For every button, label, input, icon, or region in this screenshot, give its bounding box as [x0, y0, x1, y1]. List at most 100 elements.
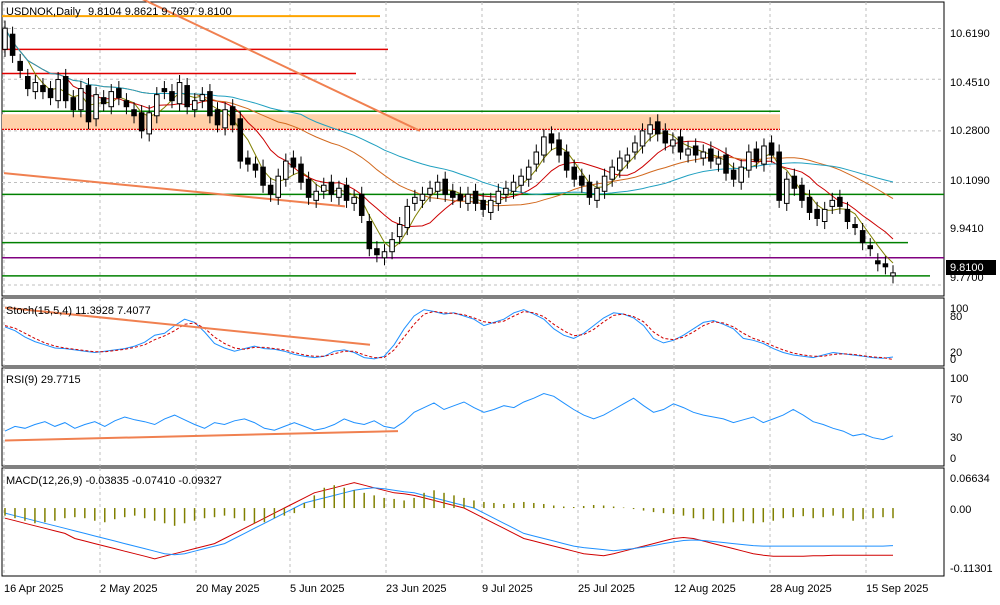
rsi-pane-frame: [1, 367, 945, 467]
date-tick-label: 23 Jun 2025: [386, 583, 447, 595]
candle-body: [108, 91, 115, 108]
candle-body: [336, 187, 342, 198]
stoch-pane-frame: [1, 297, 945, 367]
candle-body: [275, 175, 282, 198]
date-tick-label: 2 May 2025: [100, 583, 157, 595]
candle-body: [450, 190, 456, 198]
rsi-layer: [4, 392, 894, 442]
price-tick-label: 9.9410: [950, 223, 984, 235]
candle-body: [761, 145, 767, 165]
rsi-label: RSI(9) 29.7715: [6, 374, 81, 386]
candle-body: [351, 196, 357, 204]
date-tick-label: 15 Sep 2025: [866, 583, 928, 595]
candle-body: [283, 160, 289, 180]
candle-body: [472, 190, 479, 204]
rsi-tick-label: 0: [950, 453, 956, 465]
candle-body: [237, 118, 244, 162]
candle-body: [844, 208, 851, 223]
candle-body: [154, 94, 160, 117]
candle-body: [9, 33, 16, 56]
price-tick-label: 10.6190: [950, 28, 990, 40]
macd-axis: 0.06634 0.00 -0.11301: [950, 473, 993, 575]
symbol-label: USDNOK,Daily: [6, 6, 81, 18]
candle-body: [799, 184, 805, 201]
macd-pane-frame: [1, 467, 945, 577]
candle-body: [586, 181, 593, 198]
ohlc-values: 9.8104 9.8621 9.7697 9.8100: [88, 6, 232, 18]
candle-body: [260, 166, 266, 186]
macd-main-line: [4, 482, 893, 560]
candle-body: [222, 109, 228, 129]
candle-body: [85, 85, 92, 123]
ma-fast-line: [4, 27, 894, 264]
candle-body: [214, 109, 221, 126]
candle-body: [412, 196, 418, 204]
macd-label: MACD(12,26,9) -0.03835 -0.07410 -0.09327: [6, 475, 222, 487]
candle-body: [814, 208, 820, 219]
candle-body: [685, 148, 691, 156]
macd-tick-label: 0.00: [950, 504, 971, 516]
candle-body: [518, 175, 524, 186]
price-tick-label: 10.4510: [950, 77, 990, 89]
candle-body: [708, 148, 714, 162]
candle-body: [131, 109, 137, 117]
rsi-tick-label: 70: [950, 394, 962, 406]
candle-body: [738, 166, 744, 183]
candle-body: [366, 221, 373, 250]
candle-body: [389, 239, 395, 253]
candle-body: [867, 245, 874, 250]
date-tick-label: 16 Apr 2025: [4, 583, 63, 595]
candle-body: [40, 85, 46, 93]
rsi-trendline: [4, 430, 399, 442]
candle-body: [746, 151, 752, 171]
price-axis: 10.6190 10.4510 10.2800 10.1090 9.9410 9…: [946, 28, 996, 284]
candle-body: [859, 230, 866, 244]
date-tick-label: 5 Jun 2025: [290, 583, 344, 595]
rsi-tick-label: 100: [950, 373, 968, 385]
candle-body: [571, 166, 578, 180]
candle-body: [78, 88, 84, 111]
candle-body: [875, 260, 881, 265]
candle-body: [32, 82, 39, 93]
candle-body: [791, 175, 798, 189]
candle-body: [313, 190, 319, 201]
date-tick-label: 28 Aug 2025: [770, 583, 832, 595]
rsi-line: [4, 392, 894, 441]
price-tick-label: 10.2800: [950, 125, 990, 137]
ma-mid-line: [4, 27, 894, 240]
candle-body: [632, 142, 638, 153]
rsi-axis: 100 70 30 0: [950, 373, 968, 465]
candle-body: [55, 79, 61, 102]
candle-body: [654, 121, 661, 135]
candle-body: [829, 199, 836, 207]
candle-body: [24, 76, 31, 90]
candle-body: [715, 157, 722, 165]
candle-body: [465, 193, 471, 204]
pane-titles: USDNOK,Daily 9.8104 9.8621 9.7697 9.8100…: [6, 6, 232, 487]
candle-body: [457, 193, 464, 201]
candle-body: [93, 94, 99, 120]
resistance-zone: [2, 114, 780, 130]
candle-body: [541, 136, 547, 156]
candles: [2, 20, 896, 284]
stoch-axis: 100 80 20 0: [950, 303, 968, 366]
candle-body: [298, 163, 304, 183]
candle-body: [328, 181, 335, 195]
candle-body: [184, 85, 190, 108]
candle-body: [563, 151, 570, 171]
candle-body: [138, 112, 145, 132]
candle-body: [533, 151, 540, 165]
moving-averages: [4, 27, 894, 264]
candle-body: [191, 100, 198, 111]
candle-body: [100, 97, 107, 105]
candle-body: [199, 94, 206, 102]
candle-body: [343, 184, 350, 201]
candle-body: [609, 166, 615, 180]
main-grid: [2, 2, 944, 576]
current-price-tag: 9.8100: [950, 262, 984, 274]
candle-body: [821, 208, 828, 223]
candle-body: [495, 190, 502, 204]
channel-line: [3, 172, 346, 208]
stoch-trendline: [4, 306, 371, 346]
